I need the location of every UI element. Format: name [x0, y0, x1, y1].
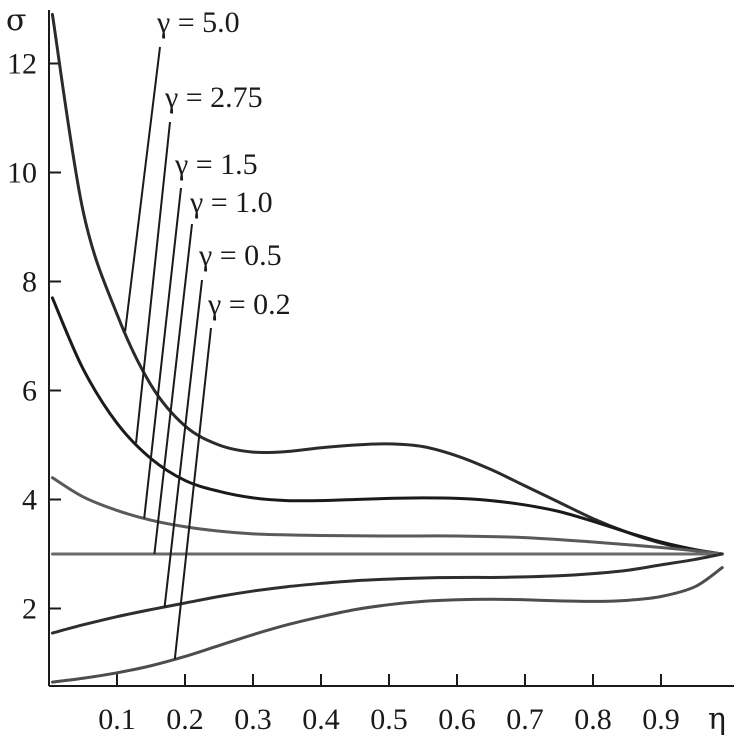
annotation-leader-line	[173, 327, 212, 660]
y-tick-label: 2	[22, 593, 37, 626]
x-tick-label: 0.5	[370, 703, 408, 736]
series-line-5	[50, 552, 724, 635]
y-tick-label: 10	[7, 157, 37, 190]
series-annotation-label: γ = 0.2	[207, 288, 291, 321]
x-tick-label: 0.9	[642, 703, 680, 736]
series-annotation-label: γ = 2.75	[164, 81, 263, 114]
series-annotation-label: γ = 1.0	[189, 186, 273, 219]
series-line-2	[50, 296, 724, 556]
x-tick-label: 0.3	[234, 703, 272, 736]
annotation-leader-line	[163, 279, 203, 608]
series-annotation-label: γ = 5.0	[156, 6, 240, 39]
y-axis-label: σ	[6, 3, 26, 38]
x-tick-label: 0.4	[302, 703, 340, 736]
y-axis-ticks: 2 4 6 8 10 12	[7, 48, 61, 626]
x-axis-ticks: 0.1 0.2 0.3 0.4 0.5 0.6 0.7 0.8 0.9	[98, 674, 680, 736]
annotation-leader-line	[124, 46, 161, 332]
series-annotation-label: γ = 0.5	[198, 239, 282, 272]
annotation-leader-line	[135, 121, 171, 444]
y-tick-label: 8	[22, 266, 37, 299]
annotation-leader-line	[153, 223, 193, 555]
x-tick-label: 0.7	[506, 703, 544, 736]
axes	[48, 10, 734, 687]
x-tick-label: 0.2	[166, 703, 204, 736]
series-group	[50, 12, 724, 684]
annotation-leader-line	[143, 187, 182, 519]
x-tick-label: 0.1	[98, 703, 136, 736]
y-tick-label: 4	[22, 484, 37, 517]
x-tick-label: 0.8	[574, 703, 612, 736]
annotation-group: γ = 5.0 γ = 2.75 γ = 1.5 γ = 1.0 γ = 0.5 γ = …	[124, 6, 291, 660]
series-annotation-label: γ = 1.5	[174, 148, 258, 181]
x-tick-label: 0.6	[438, 703, 476, 736]
y-tick-label: 12	[7, 48, 37, 81]
series-line-6	[50, 566, 724, 684]
series-line-3	[50, 476, 724, 556]
y-tick-label: 6	[22, 375, 37, 408]
x-axis-label: η	[708, 702, 726, 737]
